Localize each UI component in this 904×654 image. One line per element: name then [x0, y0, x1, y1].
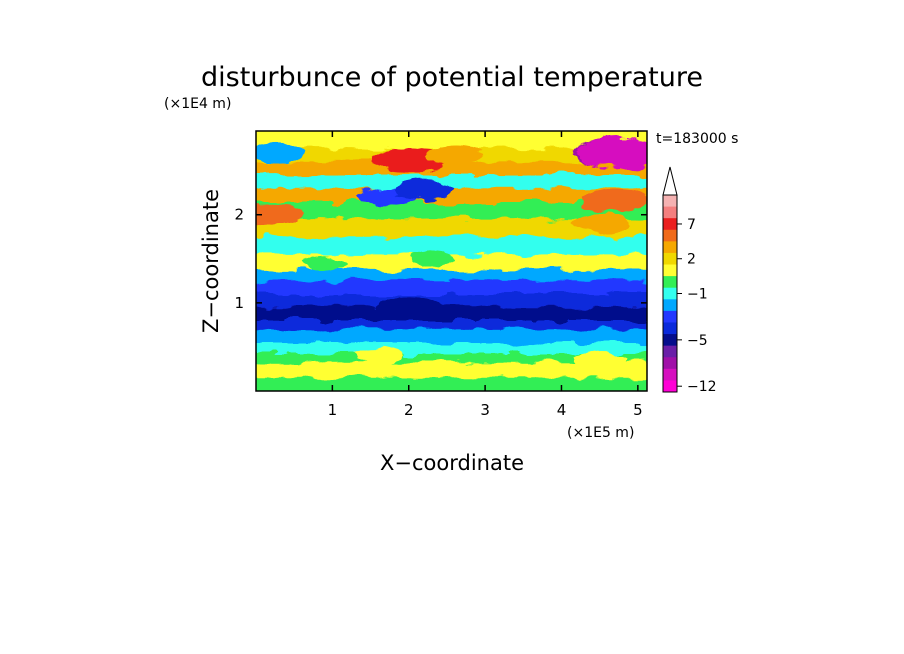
- contour-feature: [393, 179, 455, 201]
- contour-feature: [375, 296, 442, 319]
- chart-title: disturbunce of potential temperature: [201, 62, 703, 93]
- contour-band: [256, 219, 647, 239]
- contour-band: [256, 294, 647, 310]
- contour-band: [256, 280, 647, 297]
- contour-band: [256, 362, 647, 380]
- contour-band: [256, 175, 647, 191]
- y-axis-ticks: 12: [234, 206, 647, 312]
- contour-feature: [581, 190, 647, 213]
- colorbar-swatch: [663, 206, 677, 219]
- colorbar-extension-arrow: [662, 166, 678, 196]
- colorbar-swatch: [663, 241, 677, 254]
- colorbar-swatch: [663, 310, 677, 323]
- x-tick-label: 4: [557, 401, 567, 419]
- contour-feature: [256, 143, 306, 163]
- contour-feature: [353, 347, 403, 365]
- contour-band: [256, 188, 647, 204]
- contour-feature: [409, 250, 454, 267]
- colorbar-tick-label: 2: [687, 252, 696, 268]
- contour-band: [256, 269, 647, 283]
- contour-feature: [571, 213, 629, 234]
- colorbar-swatch: [663, 264, 677, 277]
- time-label: t=183000 s: [656, 131, 738, 147]
- colorbar-swatch: [663, 252, 677, 266]
- y-unit-label: (×1E4 m): [164, 96, 231, 112]
- contour-field: [256, 131, 647, 391]
- colorbar-tick-label: 7: [687, 217, 696, 233]
- contour-feature: [425, 144, 484, 165]
- contour-feature: [575, 351, 624, 369]
- y-axis-label: Z−coordinate: [199, 189, 223, 333]
- colorbar-swatch: [663, 299, 677, 312]
- contour-band: [256, 342, 647, 356]
- colorbar-swatch: [663, 334, 677, 347]
- contour-band: [256, 353, 647, 365]
- y-tick-label: 2: [234, 206, 244, 224]
- contour-plot-area: [256, 131, 647, 391]
- colorbar: 7 2 −1 −5 −12: [662, 166, 717, 395]
- x-axis-ticks: 1 2 3 4 5: [328, 131, 643, 419]
- colorbar-swatch: [663, 380, 677, 393]
- contour-band: [256, 329, 647, 345]
- colorbar-swatch: [663, 229, 677, 242]
- colorbar-swatch: [663, 322, 677, 335]
- contour-band: [256, 320, 647, 332]
- colorbar-tick-label: −12: [687, 379, 717, 395]
- x-tick-label: 2: [404, 401, 414, 419]
- contour-band: [256, 135, 647, 151]
- contour-band: [256, 307, 647, 323]
- colorbar-swatch: [663, 357, 677, 370]
- colorbar-swatch: [663, 368, 677, 381]
- contour-band: [256, 201, 647, 222]
- x-tick-label: 3: [480, 401, 490, 419]
- colorbar-tick-label: −5: [687, 333, 708, 349]
- x-tick-label: 5: [633, 401, 643, 419]
- y-tick-label: 1: [234, 294, 244, 312]
- colorbar-swatch: [663, 287, 677, 300]
- colorbar-swatch: [663, 276, 677, 289]
- x-unit-label: (×1E5 m): [567, 425, 634, 441]
- colorbar-swatch: [663, 195, 677, 208]
- x-tick-label: 1: [328, 401, 338, 419]
- plot-frame: [255, 130, 648, 392]
- contour-band: [256, 254, 647, 272]
- colorbar-swatch: [663, 345, 677, 358]
- colorbar-tick-label: −1: [687, 287, 708, 303]
- contour-feature: [496, 328, 550, 348]
- contour-band: [256, 236, 647, 257]
- x-axis-label: X−coordinate: [380, 451, 524, 475]
- contour-feature: [256, 203, 305, 226]
- contour-feature: [576, 138, 647, 168]
- contour-band: [256, 377, 647, 391]
- contour-feature: [302, 255, 347, 272]
- colorbar-swatch: [663, 218, 677, 231]
- contour-band: [256, 161, 647, 178]
